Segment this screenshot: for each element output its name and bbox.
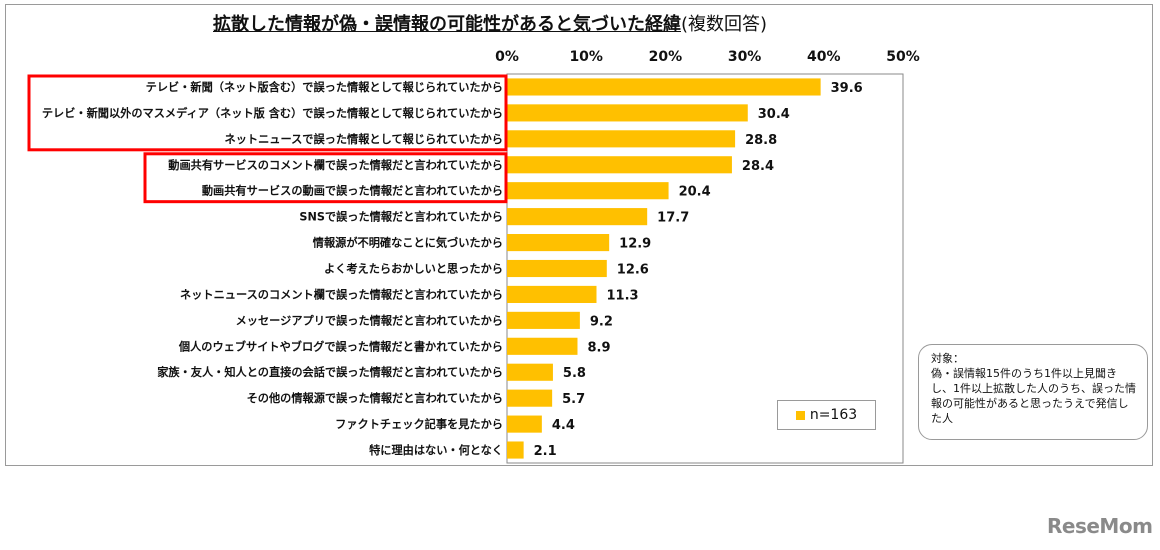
category-label: メッセージアプリで誤った情報だと言われていたから <box>236 313 503 327</box>
highlight-box <box>27 74 508 152</box>
chart-title-sub: (複数回答) <box>681 14 768 35</box>
bar <box>507 208 648 226</box>
legend-swatch <box>795 410 805 420</box>
category-label: ネットニュースで誤った情報として報じられていたから <box>225 132 503 146</box>
category-label: 動画共有サービスのコメント欄で誤った情報だと言われていたから <box>168 158 503 172</box>
data-label: 11.3 <box>606 288 638 303</box>
category-label: ファクトチェック記事を見たから <box>335 417 503 431</box>
x-tick-label: 0% <box>495 49 519 65</box>
x-tick-label: 40% <box>807 49 841 65</box>
x-tick-label: 30% <box>728 49 762 65</box>
bar <box>507 363 553 381</box>
data-label: 30.4 <box>758 107 790 122</box>
bar <box>507 337 578 355</box>
data-label: 12.9 <box>619 237 651 252</box>
data-label: 17.7 <box>657 211 689 226</box>
data-label: 8.9 <box>587 340 610 355</box>
target-note-text: 偽・誤情報15件のうち1件以上見聞きし、1件以上拡散した人のうち、誤った情報の可… <box>931 367 1136 425</box>
data-label: 12.6 <box>617 263 649 278</box>
category-label: テレビ・新聞以外のマスメディア（ネット版 含む）で誤った情報として報じられていた… <box>42 106 503 120</box>
category-label: その他の情報源で誤った情報だと言われていたから <box>247 391 503 405</box>
data-label: 9.2 <box>590 314 613 329</box>
bar <box>507 156 732 174</box>
category-label: 動画共有サービスの動画で誤った情報だと言われていたから <box>202 184 503 198</box>
bar <box>507 311 580 329</box>
highlight-box <box>143 152 508 204</box>
data-label: 4.4 <box>552 418 575 433</box>
bar <box>507 130 736 148</box>
bar <box>507 259 607 278</box>
data-label: 28.4 <box>742 159 774 174</box>
category-label: ネットニュースのコメント欄で誤った情報だと言われていたから <box>180 287 503 301</box>
x-tick-label: 10% <box>569 49 603 65</box>
bar <box>507 104 748 122</box>
target-note-heading: 対象： <box>931 352 964 365</box>
category-label: 個人のウェブサイトやブログで誤った情報だと書かれていたから <box>178 339 503 353</box>
bar <box>507 234 610 252</box>
target-note: 対象： 偽・誤情報15件のうち1件以上見聞きし、1件以上拡散した人のうち、誤った… <box>918 344 1148 440</box>
bar <box>507 441 524 459</box>
x-tick-label: 20% <box>649 49 683 65</box>
bar <box>507 78 821 96</box>
bar <box>507 182 669 200</box>
bar <box>507 415 542 433</box>
chart-frame <box>5 4 1153 466</box>
chart-title: 拡散した情報が偽・誤情報の可能性があると気づいた経緯(複数回答) <box>213 10 767 36</box>
bar <box>507 285 597 303</box>
data-label: 5.8 <box>563 366 586 381</box>
data-label: 5.7 <box>562 392 585 407</box>
data-label: 2.1 <box>534 444 557 459</box>
legend-label: n=163 <box>809 407 858 423</box>
resemom-logo: ReseMom <box>1047 514 1153 538</box>
legend: n=163 <box>777 400 876 430</box>
category-label: 家族・友人・知人との直接の会話で誤った情報だと言われていたから <box>157 365 503 379</box>
category-label: 特に理由はない・何となく <box>369 443 503 457</box>
data-label: 28.8 <box>745 133 777 148</box>
bar <box>507 389 553 407</box>
x-tick-label: 50% <box>886 49 920 65</box>
category-label: 情報源が不明確なことに気づいたから <box>313 236 503 250</box>
data-label: 39.6 <box>831 81 863 96</box>
category-label: よく考えたらおかしいと思ったから <box>324 262 503 276</box>
category-label: テレビ・新聞（ネット版含む）で誤った情報として報じられていたから <box>146 80 503 94</box>
data-label: 20.4 <box>679 185 711 200</box>
chart-title-main: 拡散した情報が偽・誤情報の可能性があると気づいた経緯 <box>213 14 681 35</box>
category-label: SNSで誤った情報だと言われていたから <box>299 210 503 224</box>
